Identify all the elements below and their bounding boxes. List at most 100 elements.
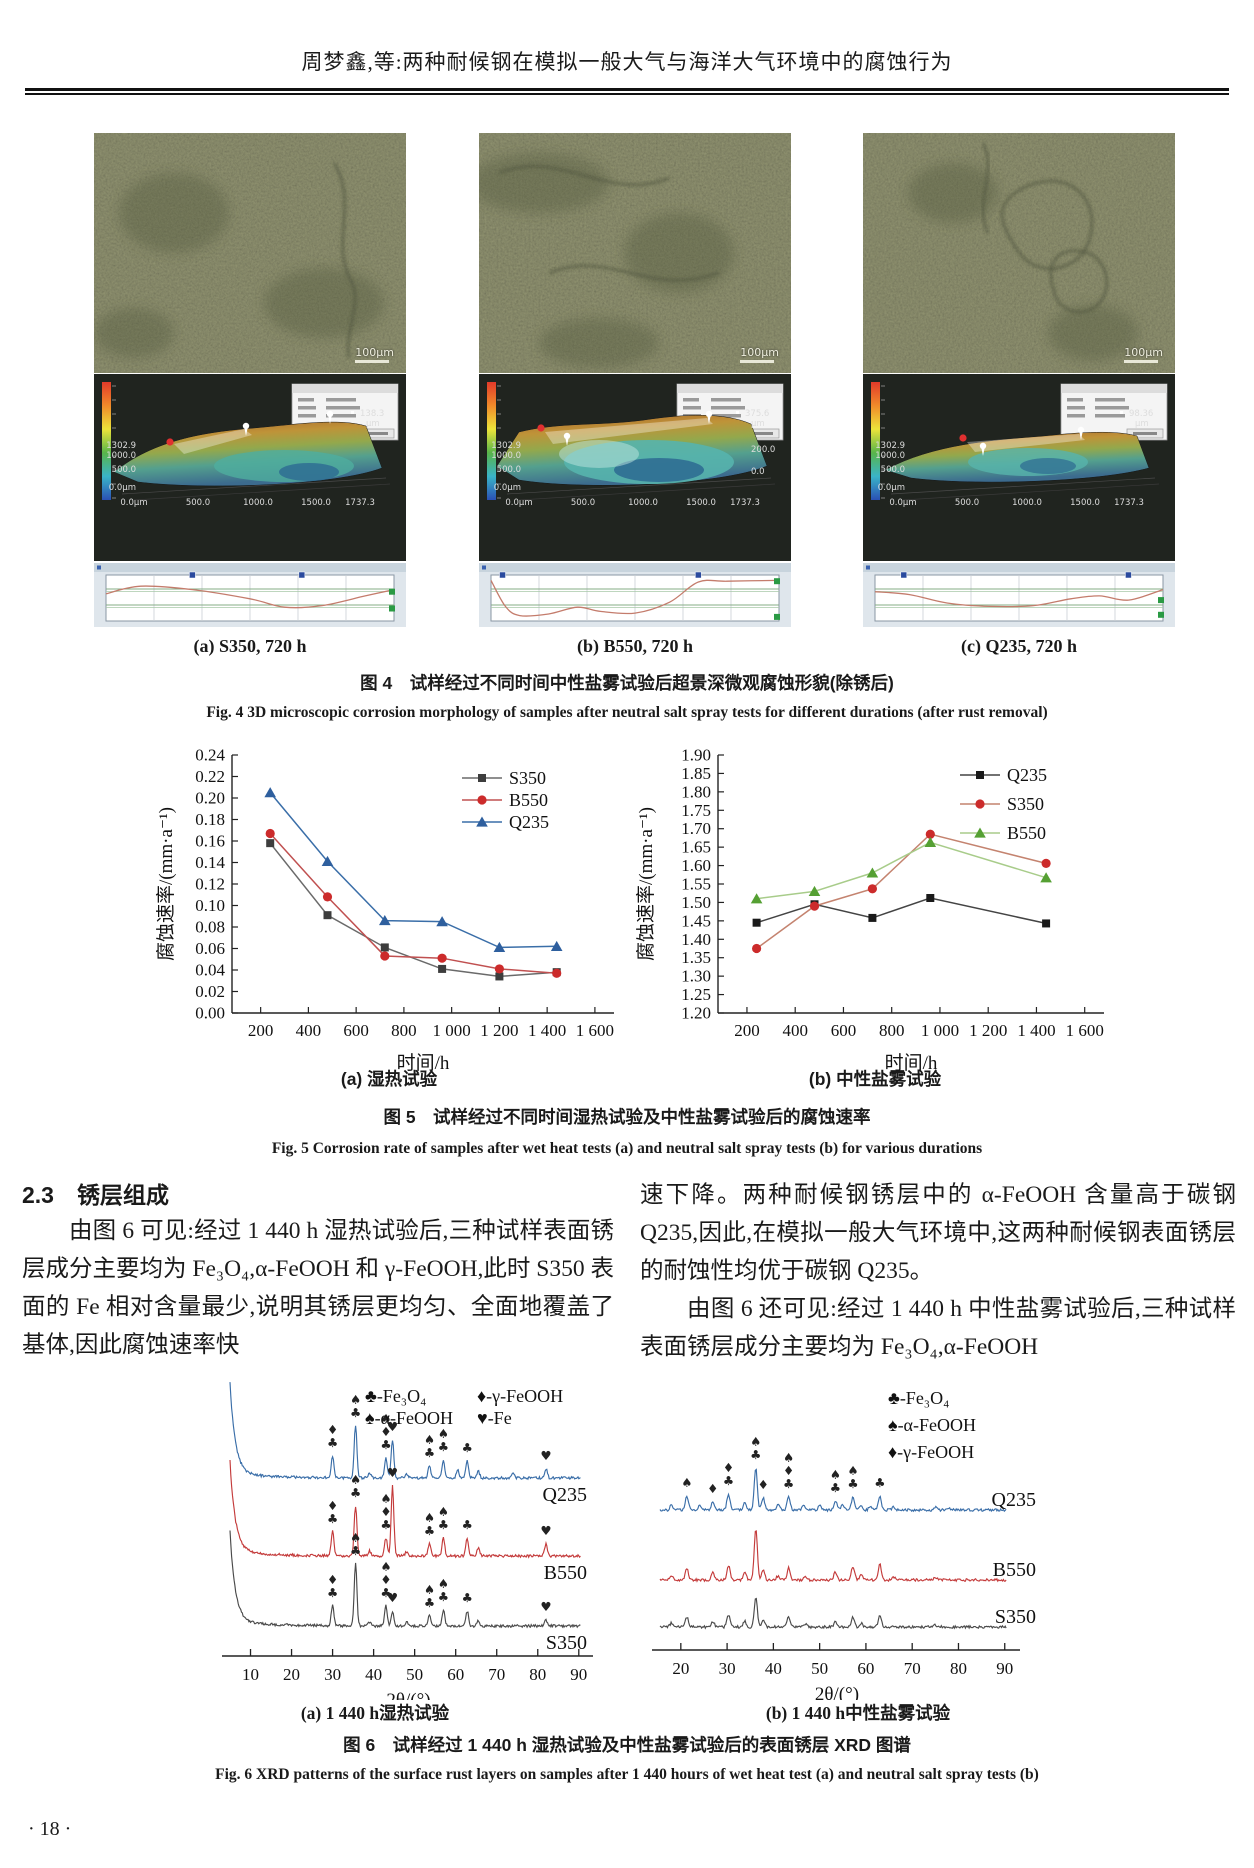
svg-text:B550: B550 (993, 1559, 1036, 1581)
fig4-subcaption-b: (b) B550, 720 h (576, 636, 693, 656)
svg-text:♣: ♣ (424, 1523, 435, 1538)
svg-text:800: 800 (879, 1021, 905, 1040)
svg-text:♦: ♦ (327, 1572, 338, 1587)
svg-text:0.20: 0.20 (195, 789, 225, 808)
svg-text:B550: B550 (509, 790, 548, 810)
svg-text:1.20: 1.20 (681, 1004, 711, 1023)
fig6-subcaption-a: (a) 1 440 h湿热试验 (300, 1703, 450, 1723)
svg-text:0.0μm: 0.0μm (505, 498, 532, 508)
svg-text:1.50: 1.50 (681, 893, 711, 912)
svg-text:1 200: 1 200 (480, 1021, 518, 1040)
svg-text:20: 20 (672, 1659, 689, 1678)
svg-text:500.0: 500.0 (881, 465, 905, 475)
svg-text:500.0: 500.0 (186, 498, 210, 508)
svg-text:1.30: 1.30 (681, 967, 711, 986)
svg-text:1737.3: 1737.3 (1114, 498, 1144, 508)
svg-text:♣: ♣ (462, 1590, 473, 1605)
svg-text:Q235: Q235 (509, 812, 549, 832)
profilometer-3d-view-q235: 1302.9 1000.0 500.0 0.0μm 0.0μm 500.0 1000.0 15… (863, 374, 1175, 561)
svg-text:♣: ♣ (380, 1517, 391, 1532)
svg-text:200: 200 (734, 1021, 760, 1040)
svg-text:1 400: 1 400 (1017, 1021, 1055, 1040)
micrograph-texture (94, 133, 406, 373)
svg-text:1.85: 1.85 (681, 764, 711, 783)
fig6-caption-en: Fig. 6 XRD patterns of the surface rust … (215, 1766, 1039, 1783)
svg-text:♣: ♣ (830, 1480, 841, 1495)
svg-text:1.75: 1.75 (681, 801, 711, 820)
micrograph-texture (479, 133, 791, 373)
fig4-panel-a: 100μm 1302.9 1000.0 500.0 0.0μm 0.0μm 500.0 10… (94, 133, 406, 627)
svg-text:♣: ♣ (350, 1485, 361, 1500)
svg-text:40: 40 (765, 1659, 782, 1678)
svg-text:♠: ♠ (424, 1432, 435, 1447)
svg-text:1500.0: 1500.0 (686, 498, 716, 508)
svg-text:♥: ♥ (387, 1590, 398, 1605)
svg-text:1 000: 1 000 (921, 1021, 959, 1040)
svg-text:♦: ♦ (707, 1481, 718, 1496)
svg-text:1000.0: 1000.0 (1012, 498, 1042, 508)
svg-text:μm: μm (751, 419, 765, 429)
svg-text:♣: ♣ (380, 1585, 391, 1600)
svg-text:时间/h: 时间/h (397, 1052, 450, 1074)
svg-text:♣: ♣ (350, 1543, 361, 1558)
svg-text:1737.3: 1737.3 (345, 498, 375, 508)
svg-text:0.00: 0.00 (195, 1004, 225, 1023)
svg-text:1.65: 1.65 (681, 838, 711, 857)
svg-text:♠: ♠ (380, 1491, 391, 1506)
svg-text:♣: ♣ (327, 1511, 338, 1526)
svg-text:50: 50 (406, 1665, 423, 1684)
svg-text:1000.0: 1000.0 (628, 498, 658, 508)
svg-text:50: 50 (811, 1659, 828, 1678)
svg-text:♣: ♣ (874, 1475, 885, 1490)
svg-text:1302.9: 1302.9 (875, 441, 905, 451)
svg-text:500.0: 500.0 (955, 498, 979, 508)
profile-curve (94, 563, 406, 627)
svg-text:1.55: 1.55 (681, 875, 711, 894)
svg-text:♣-Fe₃O₄: ♣-Fe₃O₄ (888, 1388, 949, 1408)
profilometer-3d-view-s350: 1302.9 1000.0 500.0 0.0μm 0.0μm 500.0 1000.0 15… (94, 374, 406, 561)
body-column-right: 速下降。两种耐候钢锈层中的 α-FeOOH 含量高于碳钢 Q235,因此,在模拟… (640, 1176, 1236, 1366)
svg-text:♣: ♣ (424, 1445, 435, 1460)
svg-text:90: 90 (996, 1659, 1013, 1678)
svg-text:0.14: 0.14 (195, 853, 225, 872)
svg-text:μm: μm (1135, 419, 1149, 429)
body-paragraph: 速下降。两种耐候钢锈层中的 α-FeOOH 含量高于碳钢 Q235,因此,在模拟… (640, 1182, 1236, 1284)
fig4-subcaption-c: (c) Q235, 720 h (961, 636, 1077, 656)
svg-text:400: 400 (782, 1021, 808, 1040)
micrograph-photo-b550: 100μm (479, 133, 791, 373)
fig4-panel-c: 100μm 1302.9 1000.0 500.0 0.0μm 0.0μm 500.0 10… (863, 133, 1175, 627)
svg-text:500.0: 500.0 (571, 498, 595, 508)
svg-text:1000.0: 1000.0 (106, 451, 136, 461)
svg-text:B550: B550 (1007, 823, 1046, 843)
svg-text:0.22: 0.22 (195, 767, 225, 786)
svg-text:1.90: 1.90 (681, 746, 711, 765)
svg-text:Q235: Q235 (543, 1484, 587, 1506)
svg-text:0.06: 0.06 (195, 939, 225, 958)
svg-text:♠: ♠ (350, 1392, 361, 1407)
svg-text:375.6: 375.6 (745, 409, 769, 419)
svg-text:♦: ♦ (380, 1572, 391, 1587)
header-rule-thin (25, 93, 1229, 95)
svg-text:♦: ♦ (758, 1477, 769, 1492)
svg-text:♥: ♥ (540, 1599, 551, 1614)
svg-text:0.0μm: 0.0μm (889, 498, 916, 508)
fig5-caption-en: Fig. 5 Corrosion rate of samples after w… (271, 1140, 983, 1157)
svg-text:♠-α-FeOOH: ♠-α-FeOOH (365, 1408, 453, 1428)
fig4-caption-en: Fig. 4 3D microscopic corrosion morpholo… (206, 704, 1048, 721)
profile-curve (863, 563, 1175, 627)
svg-text:♦: ♦ (380, 1504, 391, 1519)
line-profile-chart-s350 (94, 563, 406, 627)
fig6-subcaption-b: (b) 1 440 h中性盐雾试验 (765, 1703, 951, 1723)
svg-text:1500.0: 1500.0 (301, 498, 331, 508)
svg-text:1.40: 1.40 (681, 930, 711, 949)
svg-text:♣: ♣ (462, 1440, 473, 1455)
svg-text:♦: ♦ (783, 1463, 794, 1478)
svg-text:1 000: 1 000 (433, 1021, 471, 1040)
svg-text:800: 800 (391, 1021, 417, 1040)
svg-text:1737.3: 1737.3 (730, 498, 760, 508)
svg-text:♣: ♣ (380, 1437, 391, 1452)
scale-bar-label: 100μm (740, 347, 779, 363)
svg-text:♦: ♦ (327, 1498, 338, 1513)
